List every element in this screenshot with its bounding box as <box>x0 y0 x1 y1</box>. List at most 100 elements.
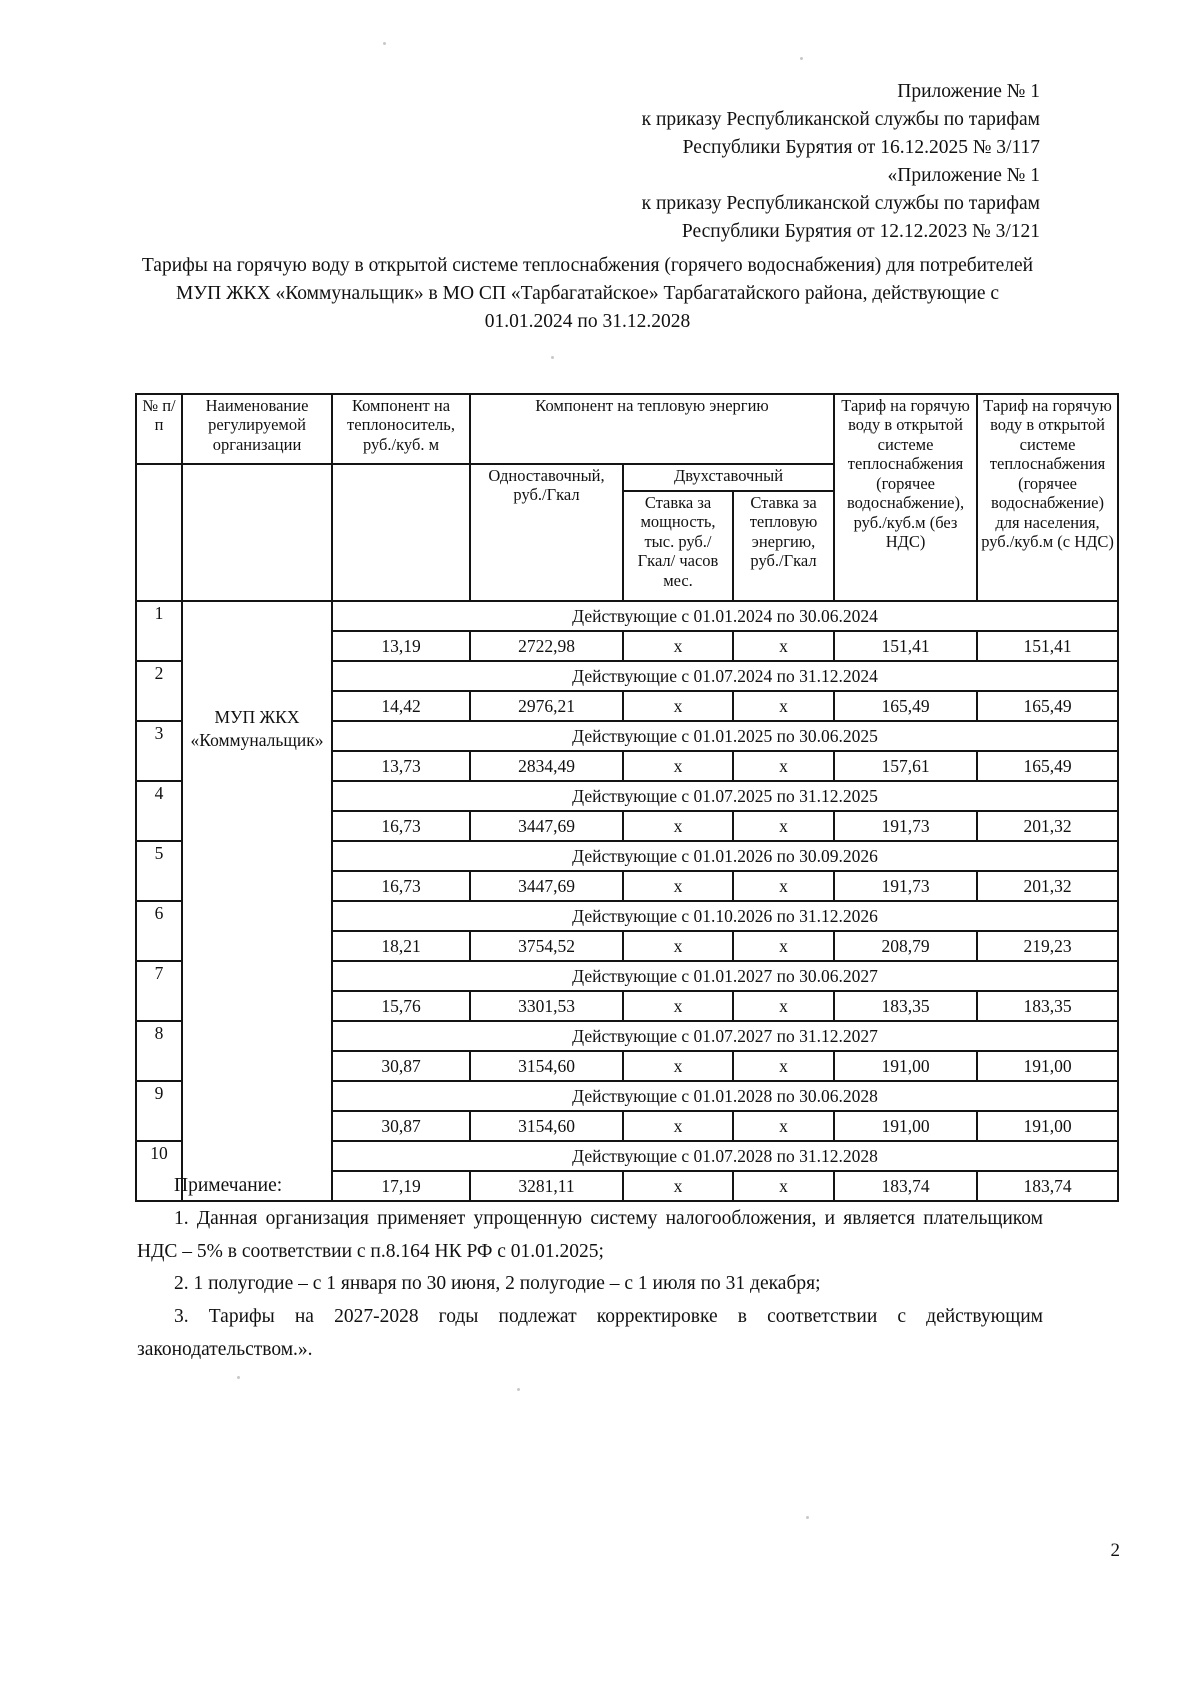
period-label: Действующие с 01.07.2025 по 31.12.2025 <box>330 780 1120 812</box>
tariff-table-body: 1 МУП ЖКХ «Коммунальщик» Действующие с 01.… <box>135 600 1120 1202</box>
period-label: Действующие с 01.10.2026 по 31.12.2026 <box>330 900 1120 932</box>
value-cell: х <box>622 630 734 662</box>
value-cell: 151,41 <box>833 630 979 662</box>
period-label: Действующие с 01.01.2027 по 30.06.2027 <box>330 960 1120 992</box>
scan-speck <box>383 42 386 45</box>
value-cell: 151,41 <box>976 630 1120 662</box>
approval-line: «Приложение № 1 <box>887 165 1040 187</box>
value-cell: х <box>622 870 734 902</box>
period-row: 9 Действующие с 01.01.2028 по 30.06.2028 <box>135 1080 1120 1142</box>
value-cell: 208,79 <box>833 930 979 962</box>
period-row: 2 Действующие с 01.07.2024 по 31.12.2024 <box>135 660 1120 722</box>
header-row-1: № п/п Наименование регулируемой организа… <box>135 393 1120 602</box>
value-cell: х <box>731 990 836 1022</box>
notes-section: Примечание: 1. Данная организация примен… <box>137 1170 1043 1367</box>
scan-speck <box>551 356 554 359</box>
value-cell: х <box>622 1110 734 1142</box>
period-row: 3 Действующие с 01.01.2025 по 30.06.2025 <box>135 720 1120 782</box>
value-cell: 191,00 <box>976 1110 1120 1142</box>
value-cell: 157,61 <box>833 750 979 782</box>
values-row: 16,73 3447,69 х х 191,73 201,32 <box>136 810 1120 842</box>
value-cell: х <box>622 810 734 842</box>
value-cell: х <box>622 990 734 1022</box>
col-header-energy-rate: Ставка за тепловую энергию, руб./Гкал <box>731 490 836 602</box>
value-cell: 183,74 <box>976 1170 1120 1202</box>
col-header-capacity-rate: Ставка за мощность, тыс. руб./Гкал/ часо… <box>622 490 734 602</box>
approval-line: Республики Бурятия от 16.12.2025 № 3/117 <box>682 137 1040 159</box>
scan-speck <box>800 57 803 60</box>
value-cell: 16,73 <box>331 810 471 842</box>
period-label: Действующие с 01.01.2025 по 30.06.2025 <box>330 720 1120 752</box>
value-cell: 183,35 <box>976 990 1120 1022</box>
scan-speck <box>806 1516 809 1519</box>
period-row: 10 Действующие с 01.07.2028 по 31.12.2028 <box>135 1140 1120 1202</box>
approval-line: Приложение № 1 <box>897 81 1040 102</box>
note-item-1: 1. Данная организация применяет упрощенн… <box>137 1207 1043 1262</box>
value-cell: 3754,52 <box>469 930 624 962</box>
col-header-coolant-component: Компонент на теплоноситель, руб./куб. м <box>331 393 471 465</box>
row-number: 9 <box>135 1080 183 1142</box>
col-header-tariff-with-vat: Тариф на горячую воду в открытой системе… <box>976 393 1120 602</box>
values-row: 15,76 3301,53 х х 183,35 183,35 <box>136 990 1120 1022</box>
col-header-two-rate: Двухставочный <box>621 463 836 492</box>
col-header-single-rate: Одноставочный, руб./Гкал <box>469 463 624 602</box>
value-cell: 191,73 <box>833 810 979 842</box>
value-cell: х <box>622 930 734 962</box>
header-row-2: Одноставочный, руб./Гкал Двухставочный <box>135 463 1118 602</box>
values-row: 14,42 2976,21 х х 165,49 165,49 <box>136 690 1120 722</box>
tariff-table: № п/п Наименование регулируемой организа… <box>135 393 1120 1202</box>
organization-name: МУП ЖКХ «Коммунальщик» <box>181 600 333 1202</box>
document-title: Тарифы на горячую воду в открытой систем… <box>141 255 1034 333</box>
empty-header-cell <box>181 463 333 602</box>
period-label: Действующие с 01.07.2028 по 31.12.2028 <box>330 1140 1120 1172</box>
note-item-2: 2. 1 полугодие – с 1 января по 30 июня, … <box>174 1273 821 1295</box>
value-cell: 3154,60 <box>469 1110 624 1142</box>
values-row: 18,21 3754,52 х х 208,79 219,23 <box>136 930 1120 962</box>
values-row: 17,19 3281,11 х х 183,74 183,74 <box>136 1170 1120 1202</box>
col-header-heat-energy-component: Компонент на тепловую энергию <box>468 393 836 465</box>
value-cell: х <box>731 1110 836 1142</box>
value-cell: 191,00 <box>976 1050 1120 1082</box>
col-header-number: № п/п <box>135 393 183 465</box>
value-cell: х <box>731 690 836 722</box>
empty-header-cell <box>331 463 471 602</box>
value-cell: 191,00 <box>833 1110 979 1142</box>
value-cell: 16,73 <box>331 870 471 902</box>
value-cell: х <box>731 1170 836 1202</box>
row-number: 10 <box>135 1140 183 1202</box>
value-cell: 3154,60 <box>469 1050 624 1082</box>
value-cell: х <box>622 750 734 782</box>
header-row-3: Ставка за мощность, тыс. руб./Гкал/ часо… <box>136 490 1118 602</box>
value-cell: 183,74 <box>833 1170 979 1202</box>
value-cell: 165,49 <box>976 750 1120 782</box>
value-cell: 30,87 <box>331 1050 471 1082</box>
page-number: 2 <box>1110 1540 1121 1561</box>
value-cell: 2976,21 <box>469 690 624 722</box>
value-cell: 3447,69 <box>469 870 624 902</box>
value-cell: 30,87 <box>331 1110 471 1142</box>
period-row: 8 Действующие с 01.07.2027 по 31.12.2027 <box>135 1020 1120 1082</box>
approval-line: Республики Бурятия от 12.12.2023 № 3/121 <box>681 221 1040 243</box>
scan-speck <box>237 1376 240 1379</box>
values-row: 16,73 3447,69 х х 191,73 201,32 <box>136 870 1120 902</box>
value-cell: 17,19 <box>331 1170 471 1202</box>
values-row: 13,73 2834,49 х х 157,61 165,49 <box>136 750 1120 782</box>
value-cell: 13,73 <box>331 750 471 782</box>
value-cell: 3447,69 <box>469 810 624 842</box>
value-cell: 191,00 <box>833 1050 979 1082</box>
value-cell: 18,21 <box>331 930 471 962</box>
approval-line: к приказу Республиканской службы по тари… <box>641 193 1040 215</box>
value-cell: 191,73 <box>833 870 979 902</box>
period-row: 6 Действующие с 01.10.2026 по 31.12.2026 <box>135 900 1120 962</box>
period-label: Действующие с 01.07.2027 по 31.12.2027 <box>330 1020 1120 1052</box>
row-number: 8 <box>135 1020 183 1082</box>
value-cell: 165,49 <box>976 690 1120 722</box>
row-number: 2 <box>135 660 183 722</box>
col-header-organization: Наименование регулируемой организации <box>181 393 333 465</box>
value-cell: 3301,53 <box>469 990 624 1022</box>
empty-header-cell <box>135 463 183 602</box>
tariff-table-header: № п/п Наименование регулируемой организа… <box>135 393 1120 602</box>
value-cell: 3281,11 <box>469 1170 624 1202</box>
value-cell: 14,42 <box>331 690 471 722</box>
note-item-3: 3. Тарифы на 2027-2028 годы подлежат кор… <box>137 1306 1043 1360</box>
